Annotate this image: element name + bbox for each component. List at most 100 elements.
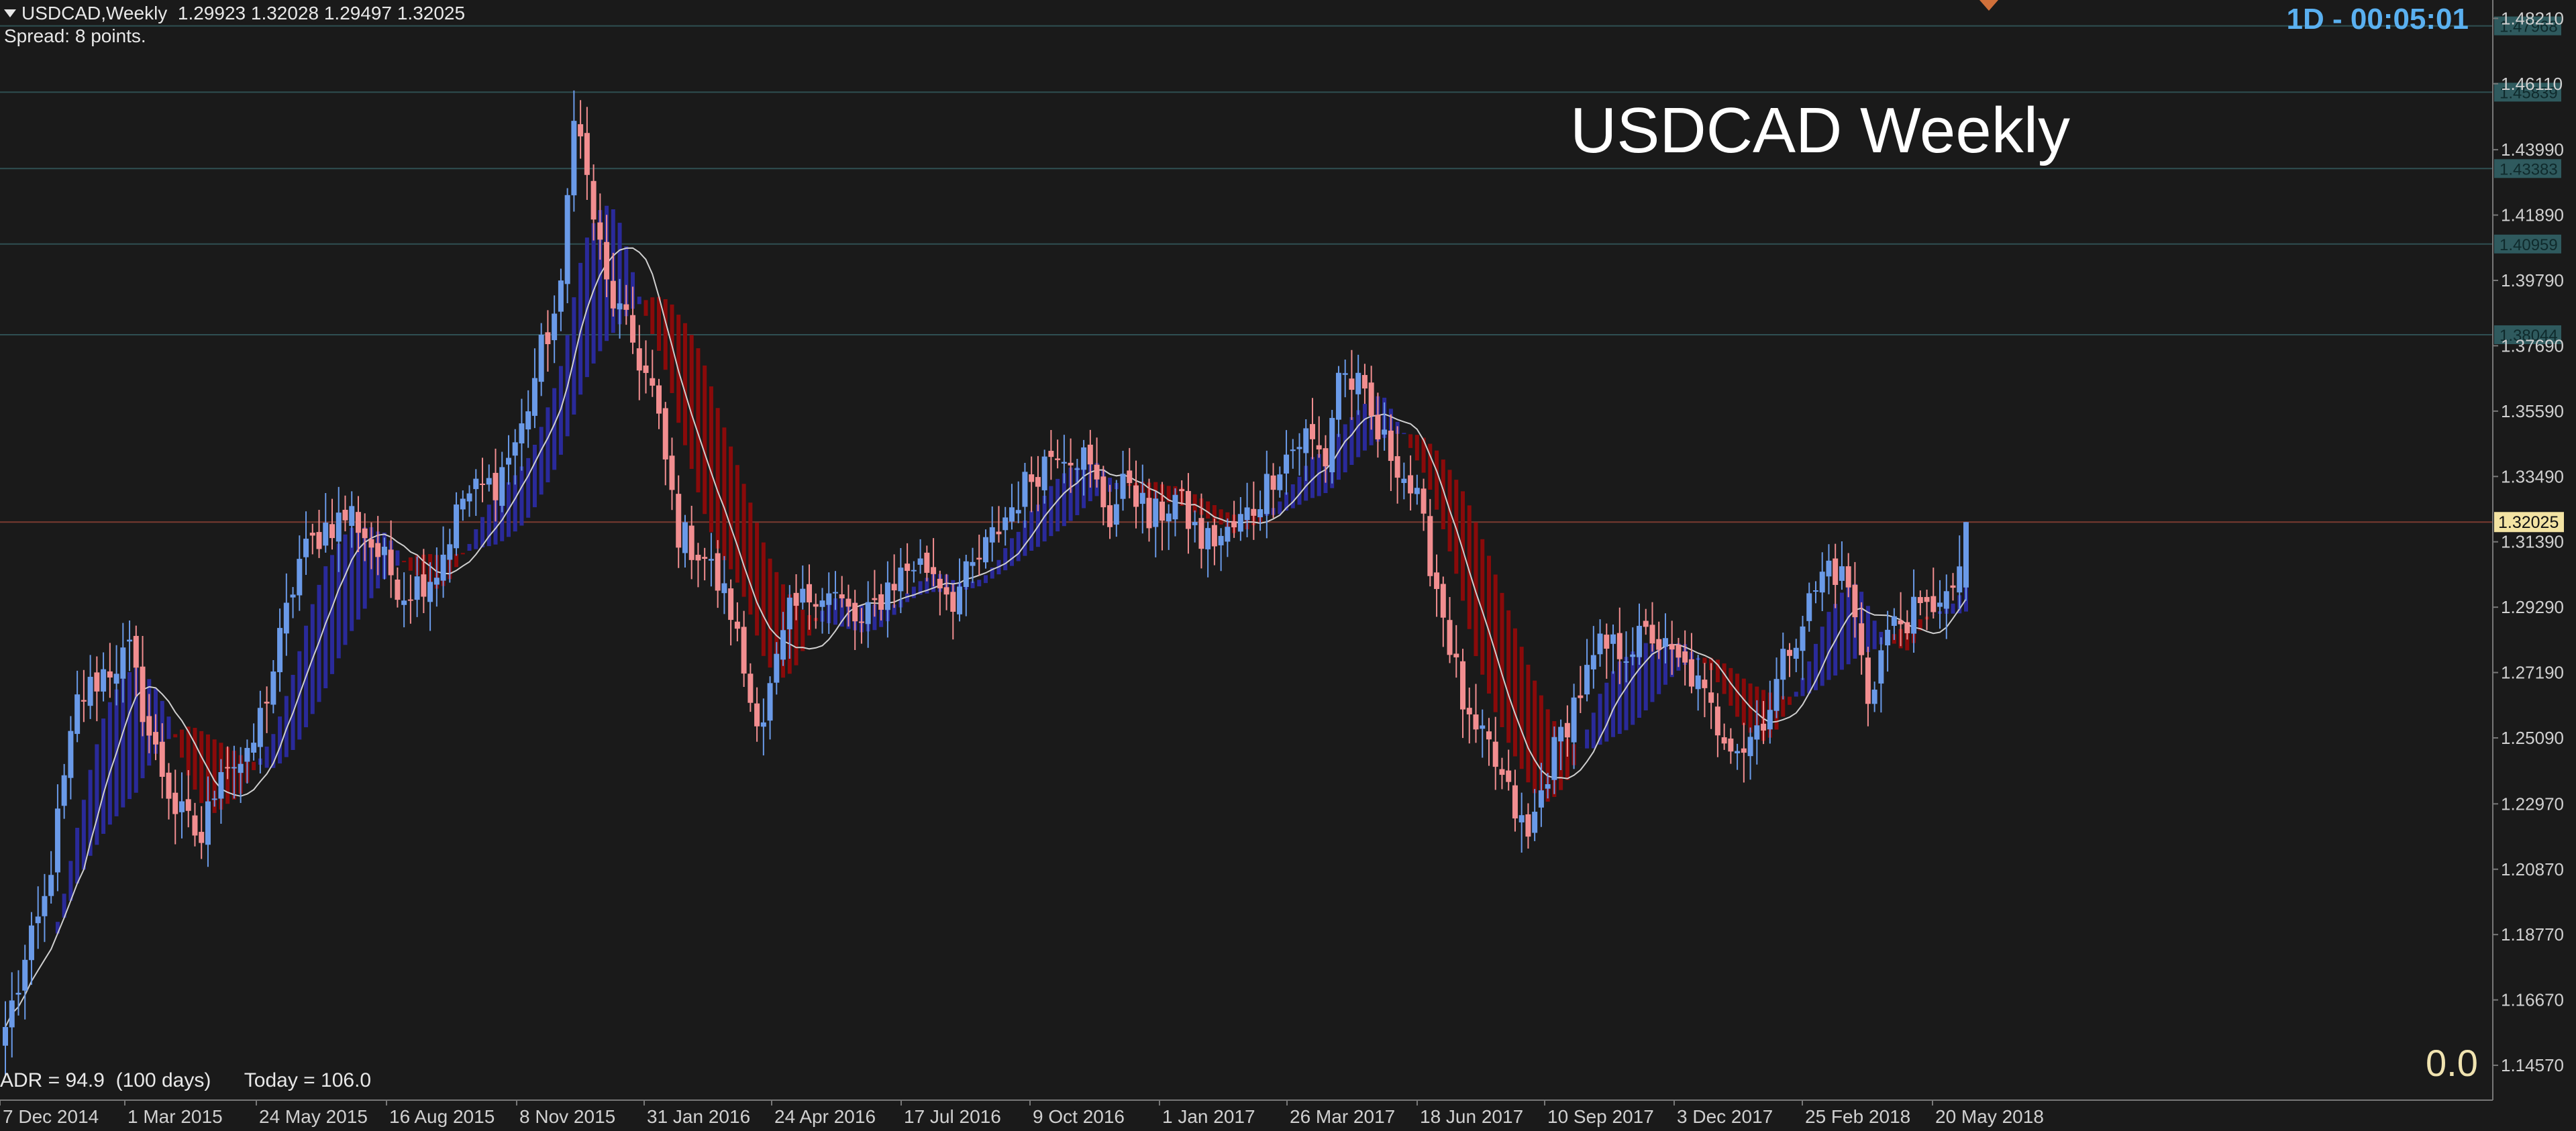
candle-body: [937, 578, 943, 589]
candle-body: [623, 304, 629, 310]
candle-body: [1277, 474, 1283, 490]
candle-body: [1382, 429, 1388, 435]
chart-annotation-title: USDCAD Weekly: [1570, 95, 2071, 166]
candle-body: [760, 722, 766, 727]
candle-body: [1303, 428, 1309, 453]
candle: [290, 587, 296, 618]
candle-body: [636, 348, 642, 371]
candle-body: [1113, 504, 1119, 525]
candle-body: [146, 716, 152, 736]
candle: [545, 310, 551, 372]
candle-body: [813, 604, 819, 607]
candle: [454, 492, 460, 556]
candle-body: [120, 647, 126, 679]
candle-body: [225, 767, 231, 769]
candle: [257, 690, 263, 773]
candle: [264, 686, 270, 733]
candle: [1780, 633, 1786, 700]
time-tick-label: 26 Mar 2017: [1290, 1106, 1395, 1127]
candle-body: [1486, 731, 1492, 740]
candle: [852, 590, 858, 651]
candle-body: [1480, 725, 1486, 729]
candle: [538, 323, 544, 396]
candle-body: [1061, 462, 1067, 464]
candle: [1316, 416, 1322, 458]
candle: [1361, 364, 1368, 405]
candle: [748, 663, 754, 712]
candle-body: [832, 592, 838, 594]
candle-body: [355, 512, 361, 533]
candle: [1963, 522, 1969, 601]
candle: [127, 620, 133, 671]
price-tick-label: 1.14570: [2501, 1055, 2564, 1075]
candle: [1871, 681, 1877, 712]
candle-body: [617, 303, 623, 310]
candle: [558, 268, 564, 331]
candle: [1264, 450, 1270, 539]
candle-body: [1754, 725, 1760, 740]
level-price-label: 1.45839: [2500, 84, 2558, 102]
candle: [1048, 429, 1054, 480]
candle: [42, 873, 48, 942]
candle: [1904, 610, 1910, 640]
level-price-label: 1.38044: [2500, 327, 2558, 345]
candle-body: [1898, 620, 1904, 625]
candle-body: [1911, 596, 1917, 634]
candle: [702, 547, 708, 581]
candle-body: [1453, 653, 1459, 657]
candle-body: [1440, 584, 1446, 618]
candle: [767, 676, 773, 740]
candle: [1669, 621, 1675, 675]
candle: [231, 745, 237, 799]
time-tick-label: 31 Jan 2016: [647, 1106, 750, 1127]
candle: [891, 554, 897, 608]
candle: [3, 1001, 8, 1077]
candle: [662, 402, 668, 486]
candle: [721, 555, 727, 614]
candle: [519, 398, 525, 471]
candle: [786, 585, 792, 659]
candle: [1335, 366, 1341, 437]
candle: [1166, 504, 1172, 550]
candle: [120, 623, 126, 703]
candle: [1237, 496, 1243, 541]
candle-body: [552, 313, 558, 341]
candle-body: [512, 442, 518, 456]
candle-body: [728, 588, 734, 621]
candle: [636, 325, 642, 400]
candle-body: [1735, 751, 1741, 754]
candle-body: [858, 621, 864, 623]
candle-body: [1133, 485, 1139, 507]
candle: [466, 485, 472, 517]
candle: [1055, 439, 1061, 469]
candle-body: [421, 574, 427, 597]
candle-body: [1871, 690, 1877, 704]
candle-body: [630, 315, 636, 343]
candle: [277, 608, 283, 692]
candle-body: [1604, 635, 1610, 649]
candle: [1525, 803, 1531, 849]
candle: [28, 912, 34, 985]
candle: [1806, 582, 1812, 632]
candle: [911, 561, 917, 583]
candle: [1930, 568, 1937, 619]
price-tick-label: 1.18770: [2501, 924, 2564, 945]
level-price-label: 1.47968: [2500, 18, 2558, 36]
candle-body: [1682, 651, 1688, 663]
candle: [1943, 574, 1949, 639]
candle-body: [231, 767, 237, 769]
candle: [1891, 608, 1897, 641]
candle: [682, 515, 688, 568]
candle-body: [1806, 593, 1812, 621]
candle: [741, 610, 747, 688]
dropdown-triangle-icon[interactable]: [4, 9, 16, 17]
candle: [597, 193, 603, 260]
candle: [199, 806, 205, 859]
candle: [1139, 464, 1145, 534]
candle-body: [531, 378, 537, 416]
candle-body: [1773, 679, 1780, 711]
candle-body: [610, 280, 616, 309]
candle: [1218, 528, 1224, 572]
candle: [976, 535, 982, 576]
